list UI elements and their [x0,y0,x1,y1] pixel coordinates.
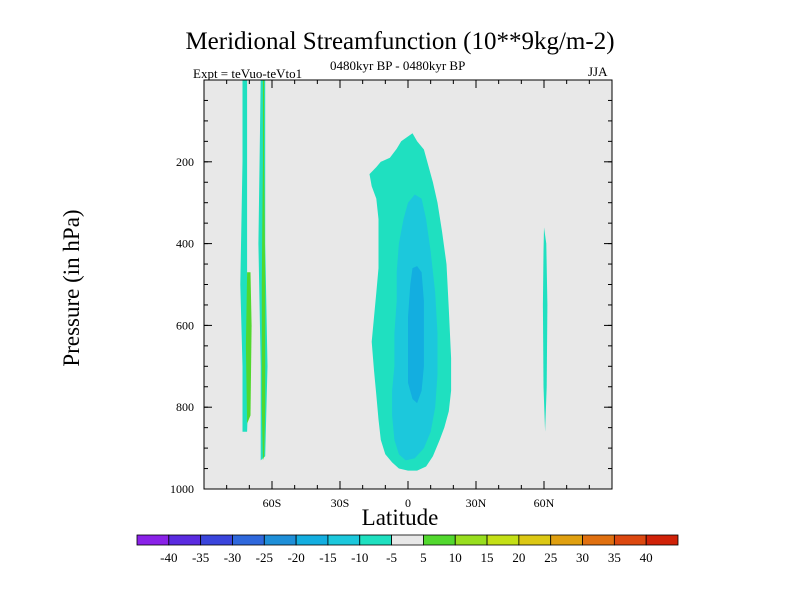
colorbar-swatch [136,534,170,546]
colorbar-swatch [613,534,647,546]
colorbar-label: 20 [512,550,525,565]
colorbar-label: -10 [351,550,368,565]
colorbar-label: 30 [576,550,589,565]
x-tick-label: 60N [534,496,555,510]
colorbar-label: -35 [192,550,209,565]
colorbar-label: 5 [420,550,427,565]
colorbar-swatch [454,534,488,546]
colorbar-swatch [582,534,615,546]
y-tick-label: 1000 [170,482,194,496]
x-tick-label: 30N [466,496,487,510]
colorbar-swatch [423,534,456,546]
colorbar-swatch [550,534,583,546]
y-tick-label: 600 [176,318,194,332]
chart-subtitle-left: Expt = teVuo-teVto1 [193,66,303,81]
colorbar-label: -30 [224,550,241,565]
colorbar-label: -5 [386,550,397,565]
colorbar-label: 10 [449,550,462,565]
colorbar-swatch [295,534,329,546]
colorbar-label: -20 [287,550,304,565]
colorbar-label: -25 [256,550,273,565]
y-tick-label: 800 [176,400,194,414]
colorbar-swatch [327,534,361,546]
x-tick-label: 30S [331,496,350,510]
colorbar-label: -15 [319,550,336,565]
colorbar-swatch [200,534,233,546]
x-axis-ticks: 60S 30S 0 30N 60N [203,80,613,510]
contour-regions [240,80,548,471]
x-tick-label: 60S [263,496,282,510]
colorbar-label: 40 [640,550,653,565]
colorbar-swatch [168,534,202,546]
contour-region-7 [245,272,252,424]
colorbar-swatch [486,534,520,546]
colorbar-label: 15 [481,550,494,565]
colorbar: -40 -35 -30 -25 -20 -15 -10 -5 5 10 15 20 25 30 35 40 [136,534,679,565]
y-tick-label: 200 [176,155,194,169]
colorbar-swatch [359,534,392,546]
colorbar-swatch [263,534,297,546]
x-tick-label: 0 [405,496,411,510]
contour-region-8 [542,227,548,432]
y-tick-label: 400 [176,237,194,251]
contour-region-6 [261,80,266,461]
colorbar-label: 35 [608,550,621,565]
colorbar-label: 25 [544,550,557,565]
colorbar-swatch [645,534,679,546]
chart-subtitle-center: 0480kyr BP - 0480kyr BP [330,58,466,73]
y-axis-ticks: 200 400 600 800 1000 [170,79,612,496]
colorbar-label: -40 [160,550,177,565]
chart-title: Meridional Streamfunction (10**9kg/m-2) [185,28,615,55]
contour-region-3 [408,266,424,404]
colorbar-swatch [518,534,552,546]
x-axis-label: Latitude [361,505,439,530]
chart-subtitle-right: JJA [588,64,608,79]
colorbar-swatch [232,534,265,546]
colorbar-swatch [391,534,424,546]
